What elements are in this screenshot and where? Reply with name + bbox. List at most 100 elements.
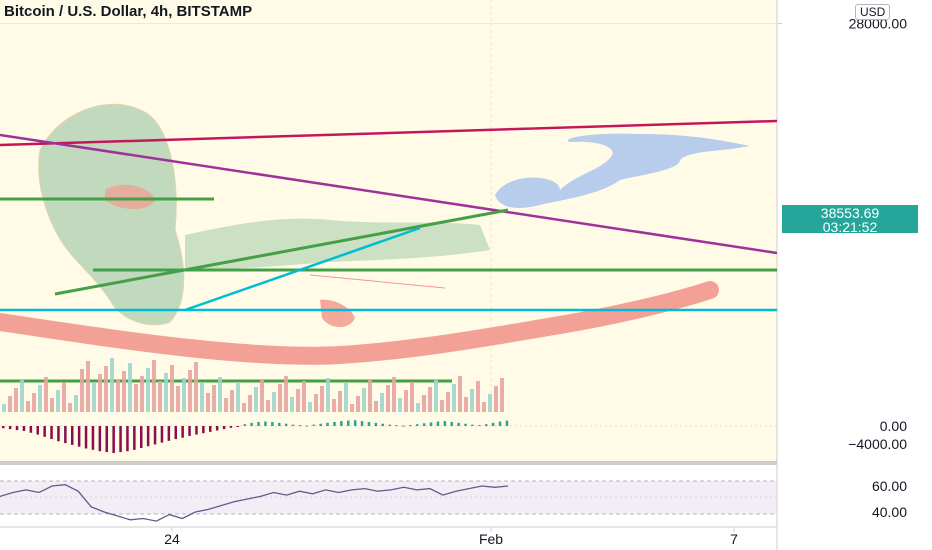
upper-trendline — [0, 119, 778, 147]
volume-bar — [14, 388, 18, 412]
volume-bar — [212, 385, 216, 412]
macd-histogram-bar — [347, 420, 350, 426]
last-price-value: 38553.69 — [820, 205, 880, 221]
macd-histogram-bar — [333, 421, 336, 426]
volume-bar — [200, 383, 204, 412]
volume-bar — [494, 386, 498, 412]
macd-histogram-bar — [305, 425, 309, 427]
macd-histogram-bar — [174, 426, 177, 440]
macd-histogram-bar — [367, 421, 371, 426]
currency-badge[interactable]: USD — [855, 4, 891, 20]
macd-histogram-bar — [478, 425, 481, 427]
macd-histogram-bar — [15, 426, 19, 431]
macd-histogram-bar — [450, 421, 453, 426]
macd-histogram-bar — [464, 423, 467, 426]
volume-bar — [314, 394, 318, 412]
volume-bar — [350, 404, 354, 412]
volume-bar — [266, 400, 270, 412]
volume-bar — [440, 400, 444, 412]
macd-histogram-bar — [388, 424, 391, 426]
volume-bar — [296, 389, 300, 412]
macd-histogram-bar — [2, 426, 5, 429]
macd-histogram-bar — [29, 426, 33, 433]
macd-histogram-bar — [485, 424, 488, 426]
macd-histogram-bar — [215, 426, 219, 431]
volume-bar — [44, 377, 48, 412]
macd-histogram-bar — [491, 422, 495, 426]
macd-histogram-bar — [153, 426, 157, 445]
volume-bar — [206, 393, 210, 412]
macd-histogram-bar — [443, 421, 447, 426]
macd-histogram-bar — [498, 421, 502, 426]
volume-bar — [254, 387, 258, 412]
volume-bar — [488, 394, 492, 412]
volume-bar — [230, 390, 234, 412]
volume-bar — [80, 369, 84, 412]
volume-bar — [68, 403, 72, 412]
volume-bar — [302, 381, 306, 412]
volume-bar — [50, 398, 54, 412]
volume-bar — [260, 379, 264, 412]
macd-histogram-bar — [340, 421, 343, 426]
thin-red-line — [309, 274, 446, 289]
macd-histogram-bar — [271, 421, 274, 426]
macd-histogram-bar — [250, 422, 253, 426]
volume-bar — [20, 380, 24, 412]
volume-bar — [170, 365, 174, 412]
volume-bar — [362, 388, 366, 412]
volume-bar — [272, 392, 276, 412]
macd-histogram-bar — [257, 421, 260, 426]
macd-histogram-bar — [112, 426, 115, 453]
volume-bar — [224, 398, 228, 412]
macd-histogram-bar — [146, 426, 150, 447]
macd-histogram-bar — [409, 425, 412, 427]
time-axis-label: 24 — [164, 531, 180, 547]
volume-bar — [308, 402, 312, 412]
macd-histogram-bar — [416, 424, 419, 426]
volume-bar — [38, 385, 42, 412]
volume-bar — [278, 384, 282, 412]
macd-histogram-bar — [319, 423, 322, 426]
volume-bar — [218, 377, 222, 412]
macd-histogram-bar — [236, 426, 240, 427]
time-axis-label: 7 — [730, 531, 738, 547]
macd-histogram-bar — [222, 426, 226, 430]
volume-bar — [86, 361, 90, 412]
volume-bar — [344, 383, 348, 412]
macd-histogram-bar — [243, 424, 246, 426]
volume-bar — [164, 373, 168, 412]
volume-bar — [128, 363, 132, 412]
descending-trendline — [0, 133, 778, 255]
macd-histogram-bar — [402, 425, 405, 427]
macd-histogram-bar — [422, 423, 426, 426]
macd-histogram-bar — [160, 426, 164, 443]
macd-histogram-bar — [22, 426, 26, 431]
macd-histogram-bar — [457, 422, 460, 426]
volume-bar — [470, 389, 474, 412]
bar-countdown: 03:21:52 — [822, 219, 878, 235]
volume-bar — [380, 393, 384, 412]
macd-histogram-bar — [64, 426, 67, 444]
macd-histogram-bar — [278, 422, 281, 426]
macd-histogram-bar — [43, 426, 46, 437]
volume-bar — [356, 396, 360, 412]
macd-histogram-bar — [298, 425, 302, 427]
macd-histogram-bar — [98, 426, 102, 452]
volume-bar — [110, 358, 114, 412]
rising-channel-line — [54, 208, 509, 296]
rsi-axis-label: 40.00 — [872, 504, 907, 520]
volume-bar — [398, 398, 402, 412]
volume-bar — [338, 391, 342, 412]
volume-bar — [152, 360, 156, 412]
volume-bar — [2, 404, 6, 412]
volume-bar — [176, 386, 180, 412]
macd-histogram-bar — [84, 426, 88, 449]
macd-histogram-bar — [50, 426, 53, 440]
volume-bar — [194, 362, 198, 412]
time-axis-label: Feb — [479, 531, 503, 547]
macd-histogram-bar — [429, 422, 433, 426]
volume-bar — [452, 384, 456, 412]
volume-bar — [428, 387, 432, 412]
volume-bar — [476, 381, 480, 412]
